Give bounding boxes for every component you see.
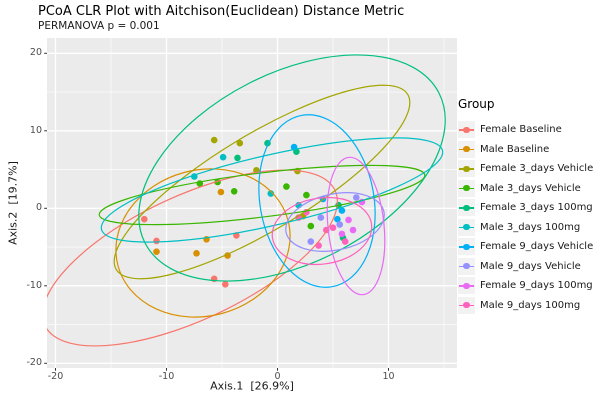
x-axis-label: Axis.1 [26.9%] <box>210 379 294 393</box>
data-point <box>193 250 200 257</box>
legend-item: Male Baseline <box>458 140 598 160</box>
legend-key-swatch <box>458 179 475 197</box>
y-axis-label: Axis.2 [19.7%] <box>6 161 20 245</box>
legend-key-dot <box>463 224 470 231</box>
legend-item: Female 3_days Vehicle <box>458 159 598 179</box>
y-tick-label: 10 <box>29 124 42 136</box>
gridlines <box>47 38 457 368</box>
data-points <box>141 136 366 288</box>
x-tick-label: -20 <box>47 371 64 382</box>
confidence-ellipse <box>100 137 444 243</box>
legend-item-label: Male 9_days 100mg <box>480 299 581 311</box>
plot-panel <box>47 38 457 368</box>
legend-key-dot <box>463 263 470 270</box>
plot-subtitle: PERMANOVA p = 0.001 <box>38 20 160 32</box>
legend-item-label: Female 3_days Vehicle <box>480 163 594 175</box>
confidence-ellipses <box>47 54 446 347</box>
legend-key-swatch <box>458 140 475 158</box>
data-point <box>307 222 315 230</box>
legend-item: Female 3_days 100mg <box>458 198 598 218</box>
x-tick-label: -10 <box>158 371 175 382</box>
legend-key-dot <box>463 165 470 172</box>
data-point <box>219 153 227 161</box>
data-point <box>283 183 290 190</box>
legend-item-label: Female 3_days 100mg <box>480 202 593 214</box>
data-point <box>267 190 275 197</box>
legend-item-label: Male 3_days 100mg <box>480 221 581 233</box>
legend-key-swatch <box>458 238 475 256</box>
y-tick-label: -10 <box>26 279 42 291</box>
legend-key-dot <box>463 204 470 211</box>
x-tick-label: 0 <box>274 371 281 382</box>
data-point <box>230 188 238 195</box>
legend-title: Group <box>458 97 495 111</box>
legend-item-label: Female 9_days 100mg <box>480 280 593 292</box>
confidence-ellipse <box>271 196 373 266</box>
legend-key-swatch <box>458 218 475 236</box>
legend-item-label: Female Baseline <box>480 124 562 136</box>
legend-item: Male 9_days 100mg <box>458 296 598 316</box>
data-point <box>329 224 337 231</box>
legend-key-swatch <box>458 277 475 295</box>
legend-key-dot <box>463 146 470 153</box>
legend-item: Male 3_days 100mg <box>458 218 598 238</box>
legend-item: Male 9_days Vehicle <box>458 257 598 277</box>
legend-item: Female Baseline <box>458 120 598 140</box>
legend-item-label: Male Baseline <box>480 143 550 155</box>
y-tick-label: -20 <box>26 357 42 369</box>
data-point <box>345 216 352 224</box>
legend-key-dot <box>463 243 470 250</box>
legend-key-swatch <box>458 296 475 314</box>
data-point <box>153 248 160 255</box>
legend-key-swatch <box>458 160 475 178</box>
legend-item-label: Female 9_days Vehicle <box>480 241 594 253</box>
legend-key-swatch <box>458 199 475 217</box>
data-point <box>303 191 310 199</box>
data-point <box>338 230 346 238</box>
y-tick-label: 20 <box>29 47 42 59</box>
data-point <box>153 237 160 245</box>
data-point <box>141 215 148 223</box>
legend-key-swatch <box>458 257 475 275</box>
legend-key-dot <box>463 282 470 289</box>
data-point <box>334 215 341 223</box>
confidence-ellipse <box>285 192 385 252</box>
legend-key-dot <box>463 126 470 133</box>
legend: Group Female Baseline Male Baseline Female… <box>458 97 598 315</box>
plot-title: PCoA CLR Plot with Aitchison(Euclidean) … <box>38 4 405 19</box>
legend-item-label: Male 9_days Vehicle <box>480 260 581 272</box>
data-point <box>336 221 344 228</box>
data-point <box>210 136 218 144</box>
data-point <box>315 242 322 249</box>
data-point <box>217 188 225 196</box>
legend-key-swatch <box>458 121 475 139</box>
data-point <box>236 139 244 147</box>
y-tick-label: 0 <box>35 202 42 214</box>
data-point <box>234 154 241 162</box>
confidence-ellipse <box>326 156 386 296</box>
legend-key-dot <box>463 185 470 192</box>
confidence-ellipse <box>138 54 446 282</box>
data-point <box>307 238 315 245</box>
data-point <box>338 207 346 214</box>
confidence-ellipse <box>258 114 376 288</box>
data-point <box>341 238 349 245</box>
legend-item: Male 3_days Vehicle <box>458 179 598 199</box>
legend-item-label: Male 3_days Vehicle <box>480 182 581 194</box>
data-point <box>349 226 357 234</box>
legend-item: Female 9_days Vehicle <box>458 237 598 257</box>
legend-key-dot <box>463 302 470 309</box>
data-point <box>317 214 325 221</box>
data-point <box>222 281 229 288</box>
data-point <box>353 194 360 201</box>
x-tick-label: 10 <box>382 371 395 382</box>
legend-item: Female 9_days 100mg <box>458 276 598 296</box>
legend-items: Female Baseline Male Baseline Female 3_day… <box>458 120 598 315</box>
